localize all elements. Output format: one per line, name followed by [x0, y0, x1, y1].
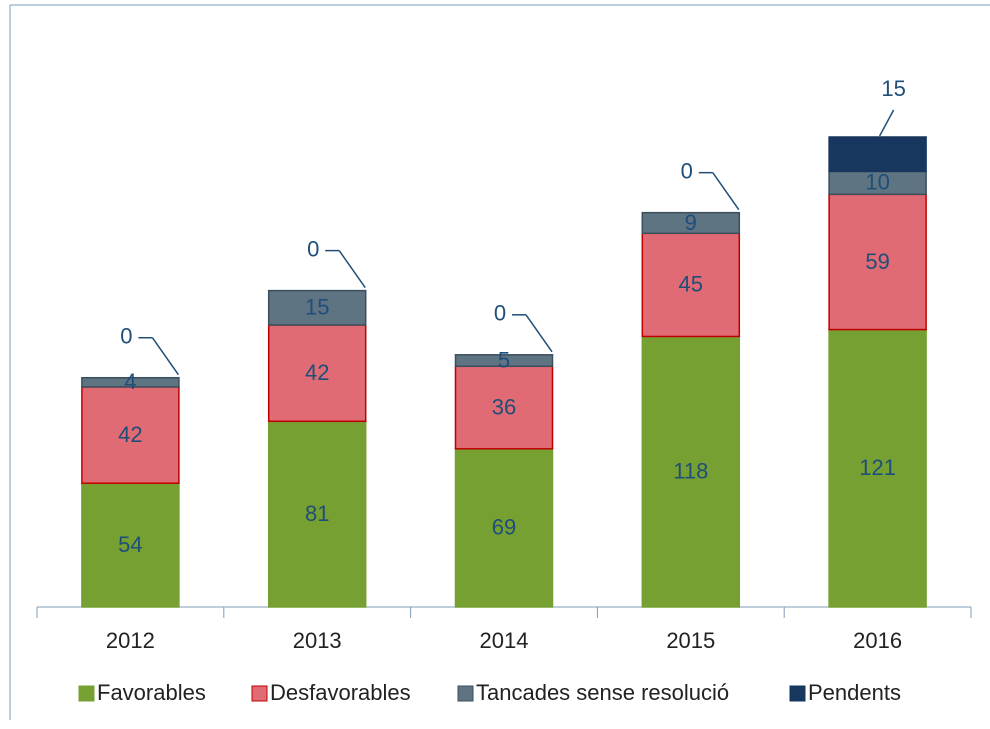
bar-segment: [828, 136, 927, 173]
leader-line: [712, 172, 740, 211]
data-label: 54: [118, 532, 142, 557]
data-label: 9: [685, 210, 697, 235]
data-label: 15: [881, 76, 905, 101]
bar-segment: [828, 328, 927, 608]
bar-segment: [81, 482, 180, 608]
bar-segment: [828, 193, 927, 331]
data-label: 59: [865, 249, 889, 274]
data-label: 0: [120, 324, 132, 349]
x-tick-label: 2014: [480, 628, 529, 653]
data-label: 81: [305, 501, 329, 526]
bar-segment: [267, 289, 367, 326]
bar-segment: [81, 376, 180, 388]
legend-swatch: [457, 685, 474, 702]
bar-segment: [267, 324, 367, 423]
x-tick-label: 2016: [853, 628, 902, 653]
data-label: 0: [307, 236, 319, 261]
data-label: 69: [492, 515, 516, 540]
data-label: 118: [673, 459, 708, 484]
data-label: 0: [494, 301, 506, 326]
leader-line: [151, 337, 180, 376]
data-label: 36: [492, 394, 516, 419]
data-label: 0: [681, 158, 693, 183]
data-label: 10: [865, 170, 889, 195]
legend-label: Desfavorables: [270, 680, 411, 705]
bar-segment: [641, 335, 741, 608]
data-label: 15: [305, 295, 329, 320]
legend-label: Favorables: [97, 680, 206, 705]
legend-swatch: [78, 685, 95, 702]
bar-segment: [454, 354, 554, 368]
legend-label: Pendents: [808, 680, 901, 705]
data-label: 45: [679, 272, 703, 297]
bar-segment: [267, 420, 367, 608]
bar-segment: [641, 211, 741, 235]
data-label: 42: [305, 360, 329, 385]
legend-swatch: [251, 685, 268, 702]
x-tick-label: 2012: [106, 628, 155, 653]
leader-line: [338, 250, 366, 289]
x-tick-label: 2013: [293, 628, 342, 653]
bar-segment: [81, 386, 180, 484]
data-label: 5: [498, 347, 510, 372]
bar-segment: [454, 448, 554, 608]
data-label: 4: [124, 369, 136, 394]
leader-line: [525, 314, 553, 353]
legend-swatch: [789, 685, 806, 702]
data-label: 42: [118, 422, 142, 447]
bar-segment: [641, 232, 741, 338]
legend-label: Tancades sense resolució: [476, 680, 729, 705]
x-tick-label: 2015: [666, 628, 715, 653]
bar-segment: [454, 365, 554, 450]
data-label: 121: [859, 455, 896, 480]
leader-line: [878, 109, 895, 137]
